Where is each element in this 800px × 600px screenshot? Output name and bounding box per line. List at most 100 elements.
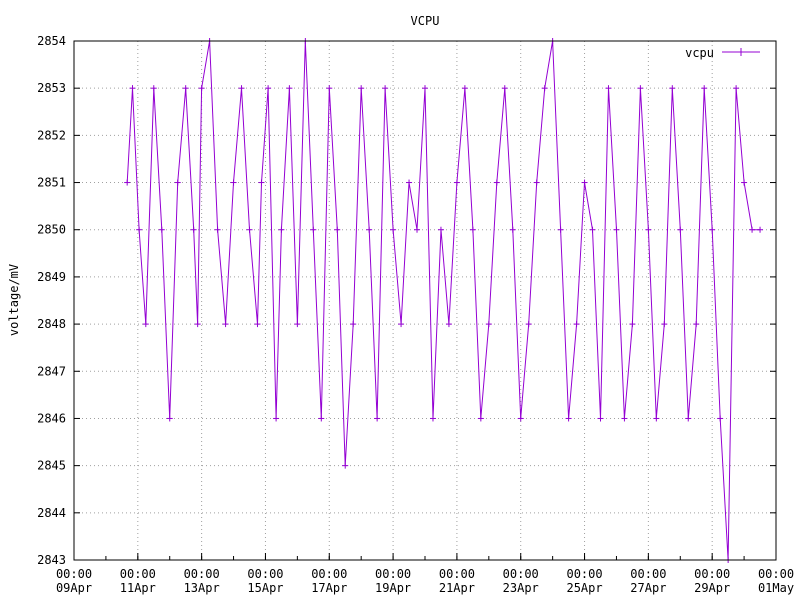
data-point: [158, 226, 165, 233]
data-point: [390, 226, 397, 233]
x-tick-date: 01May: [758, 581, 794, 595]
data-point: [533, 179, 540, 186]
y-tick-label: 2849: [37, 270, 66, 284]
x-tick-time: 00:00: [694, 567, 730, 581]
ticks: 2843 2844 2845 2846 2847 2848 2849 2850 2851 2852…: [37, 34, 794, 595]
data-point: [382, 85, 389, 92]
data-point: [406, 179, 413, 186]
data-point: [238, 85, 245, 92]
x-tick-date: 15Apr: [247, 581, 283, 595]
data-point: [541, 85, 548, 92]
data-point: [597, 415, 604, 422]
x-tick-date: 19Apr: [375, 581, 411, 595]
data-point: [326, 85, 333, 92]
y-tick-label: 2843: [37, 553, 66, 567]
y-tick-label: 2854: [37, 34, 66, 48]
x-tick-date: 23Apr: [503, 581, 539, 595]
data-point: [318, 415, 325, 422]
data-point: [150, 85, 157, 92]
x-tick-time: 00:00: [503, 567, 539, 581]
data-point: [565, 415, 572, 422]
data-point: [414, 226, 421, 233]
x-tick-date: 11Apr: [120, 581, 156, 595]
x-tick-time: 00:00: [758, 567, 794, 581]
x-tick-date: 29Apr: [694, 581, 730, 595]
data-point: [358, 85, 365, 92]
data-point: [273, 415, 280, 422]
x-tick-time: 00:00: [439, 567, 475, 581]
x-tick-date: 17Apr: [311, 581, 347, 595]
x-tick-time: 00:00: [120, 567, 156, 581]
legend-label-vcpu: vcpu: [685, 46, 714, 60]
data-point: [453, 179, 460, 186]
x-tick-date: 21Apr: [439, 581, 475, 595]
x-tick-time: 00:00: [630, 567, 666, 581]
x-tick-time: 00:00: [247, 567, 283, 581]
x-tick-date: 13Apr: [184, 581, 220, 595]
data-point: [645, 226, 652, 233]
data-point: [557, 226, 564, 233]
data-point: [501, 85, 508, 92]
data-point: [733, 85, 740, 92]
data-point: [509, 226, 516, 233]
data-point: [701, 85, 708, 92]
data-point: [717, 415, 724, 422]
data-point: [581, 179, 588, 186]
data-point: [477, 415, 484, 422]
data-point: [254, 321, 261, 328]
x-tick-time: 00:00: [56, 567, 92, 581]
data-point: [485, 321, 492, 328]
data-point: [517, 415, 524, 422]
series-vcpu: [124, 38, 764, 563]
data-point: [605, 85, 612, 92]
y-tick-label: 2846: [37, 411, 66, 425]
y-tick-label: 2852: [37, 128, 66, 142]
data-point: [265, 85, 272, 92]
data-point: [342, 462, 349, 469]
chart-title: VCPU: [411, 14, 440, 28]
data-point: [653, 415, 660, 422]
data-point: [374, 415, 381, 422]
y-tick-label: 2844: [37, 506, 66, 520]
data-point: [194, 321, 201, 328]
x-tick-date: 27Apr: [630, 581, 666, 595]
data-point: [142, 321, 149, 328]
data-point: [709, 226, 716, 233]
data-point: [661, 321, 668, 328]
y-tick-label: 2847: [37, 364, 66, 378]
x-tick-date: 09Apr: [56, 581, 92, 595]
data-point: [429, 415, 436, 422]
data-point: [190, 226, 197, 233]
y-tick-label: 2845: [37, 459, 66, 473]
data-point: [182, 85, 189, 92]
plot-frame: [73, 40, 777, 561]
y-axis-label: voltage/mV: [7, 264, 21, 336]
data-point: [693, 321, 700, 328]
data-point: [334, 226, 341, 233]
data-point: [525, 321, 532, 328]
y-tick-label: 2853: [37, 81, 66, 95]
data-point: [129, 85, 136, 92]
data-point: [174, 179, 181, 186]
data-point: [469, 226, 476, 233]
data-point: [198, 85, 205, 92]
x-tick-time: 00:00: [184, 567, 220, 581]
data-point: [166, 415, 173, 422]
data-point: [437, 226, 444, 233]
grid: [74, 41, 776, 560]
data-point: [589, 226, 596, 233]
y-tick-label: 2851: [37, 176, 66, 190]
data-point: [350, 321, 357, 328]
data-point: [573, 321, 580, 328]
data-point: [422, 85, 428, 92]
legend: vcpu: [685, 46, 760, 60]
data-point: [294, 321, 301, 328]
data-point: [493, 179, 500, 186]
x-tick-time: 00:00: [375, 567, 411, 581]
data-point: [258, 179, 265, 186]
data-point: [366, 226, 373, 233]
data-point: [741, 179, 748, 186]
data-point: [214, 226, 221, 233]
data-point: [286, 85, 293, 92]
x-tick-time: 00:00: [566, 567, 602, 581]
